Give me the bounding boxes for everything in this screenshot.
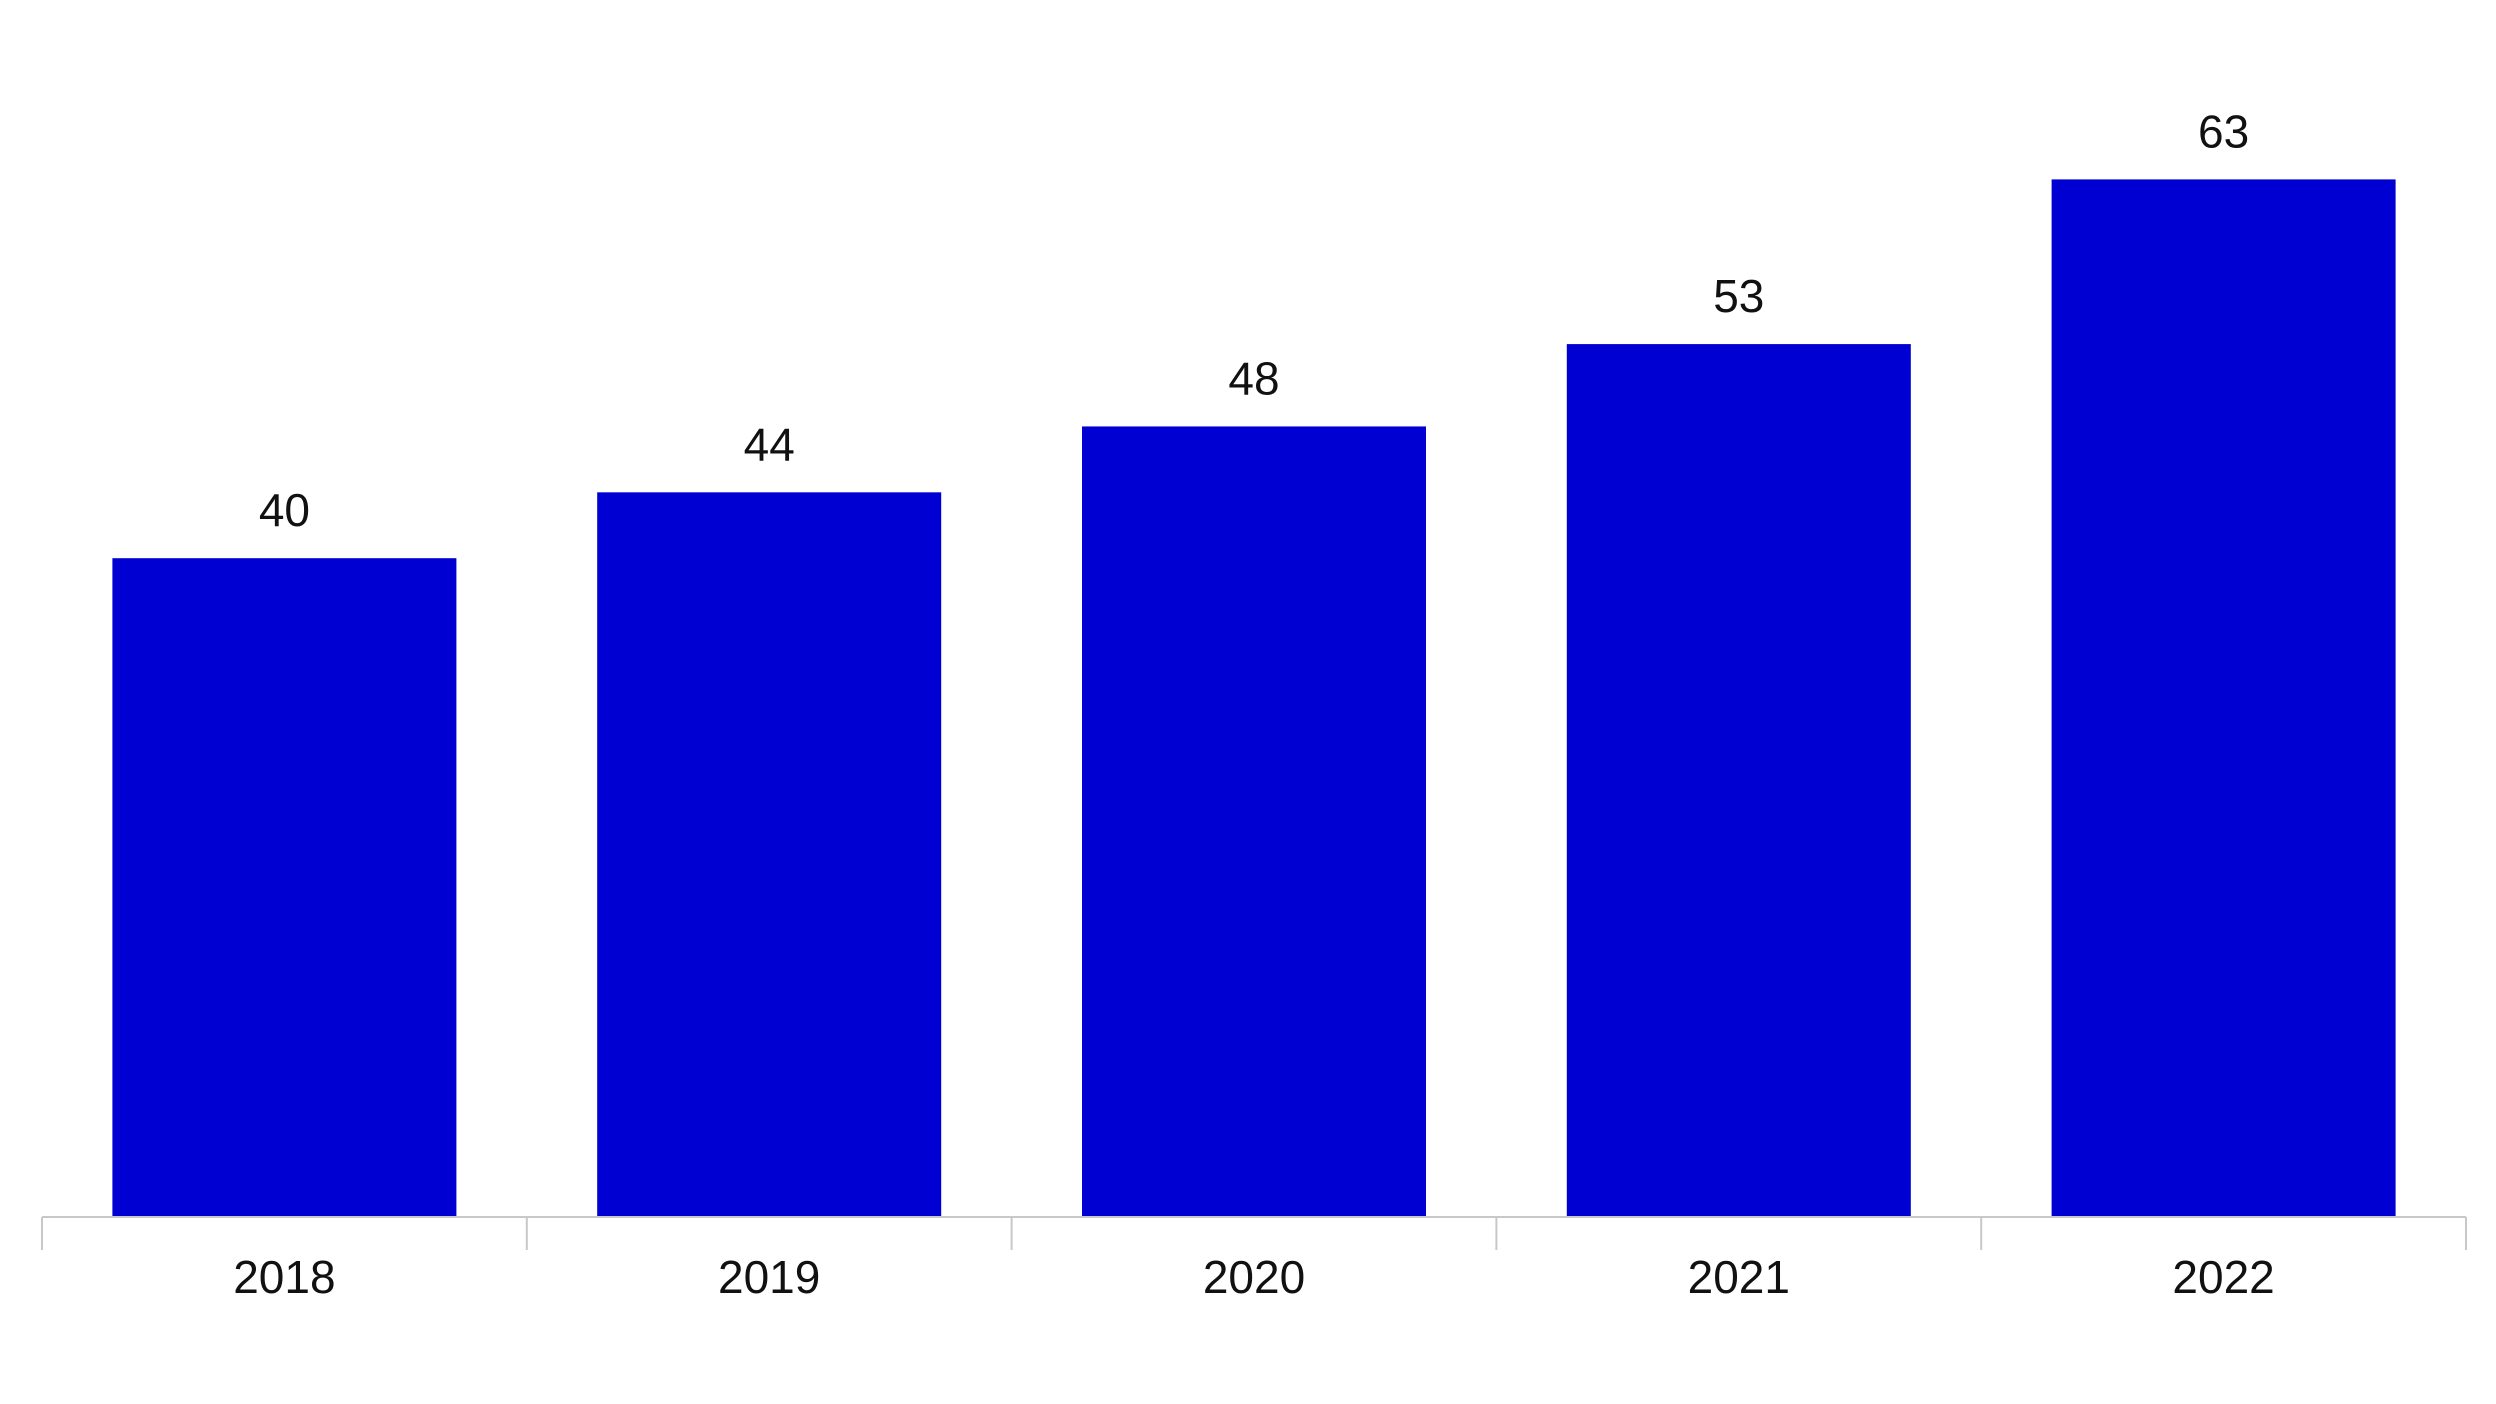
x-axis: 2018 2019 2020 2021 2022 xyxy=(41,1216,2467,1303)
x-tick-label-2020: 2020 xyxy=(1203,1251,1305,1303)
x-tick-label-2018: 2018 xyxy=(233,1251,335,1303)
data-label-2020: 48 xyxy=(1228,352,1279,404)
data-label-2019: 44 xyxy=(744,418,795,470)
bar-2018 xyxy=(112,558,457,1217)
bar-2020 xyxy=(1082,426,1426,1217)
data-label-2018: 40 xyxy=(259,484,310,536)
x-tick-label-2022: 2022 xyxy=(2172,1251,2274,1303)
data-label-2021: 53 xyxy=(1713,270,1764,322)
bar-2022 xyxy=(2051,179,2396,1217)
bar-2021 xyxy=(1566,344,1911,1218)
x-tick-label-2019: 2019 xyxy=(718,1251,820,1303)
bars-layer xyxy=(112,179,2396,1218)
bar-2019 xyxy=(597,492,942,1217)
data-label-2022: 63 xyxy=(2198,105,2249,157)
x-tick-label-2021: 2021 xyxy=(1688,1251,1790,1303)
data-labels-layer: 40 44 48 53 63 xyxy=(259,105,2249,536)
